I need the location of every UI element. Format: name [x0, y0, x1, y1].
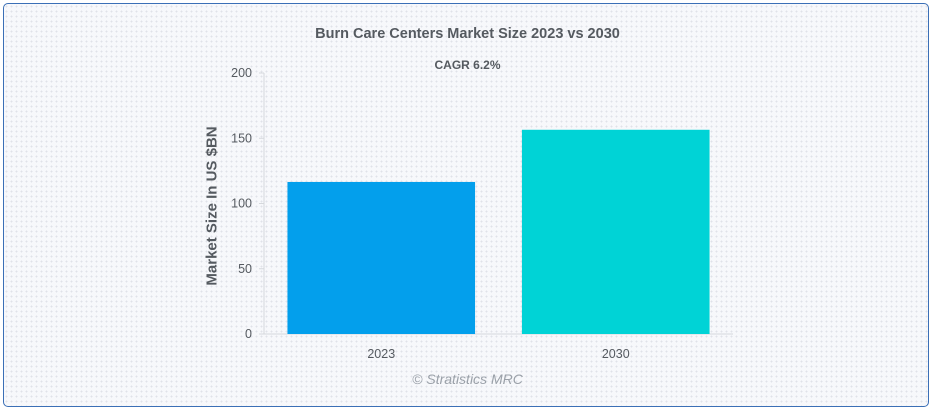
chart-subtitle: CAGR 6.2% — [434, 58, 501, 72]
y-tick-label: 100 — [231, 197, 252, 211]
x-tick-label: 2030 — [602, 347, 630, 361]
chart-title: Burn Care Centers Market Size 2023 vs 20… — [315, 26, 620, 42]
bar-2023 — [287, 181, 476, 334]
y-tick-label: 0 — [245, 327, 252, 341]
y-tick-label: 150 — [231, 131, 252, 145]
y-tick-label: 200 — [231, 66, 252, 80]
watermark: © Stratistics MRC — [412, 371, 523, 387]
bar-2030 — [521, 129, 710, 334]
x-tick-label: 2023 — [367, 347, 395, 361]
y-tick-label: 50 — [238, 262, 252, 276]
